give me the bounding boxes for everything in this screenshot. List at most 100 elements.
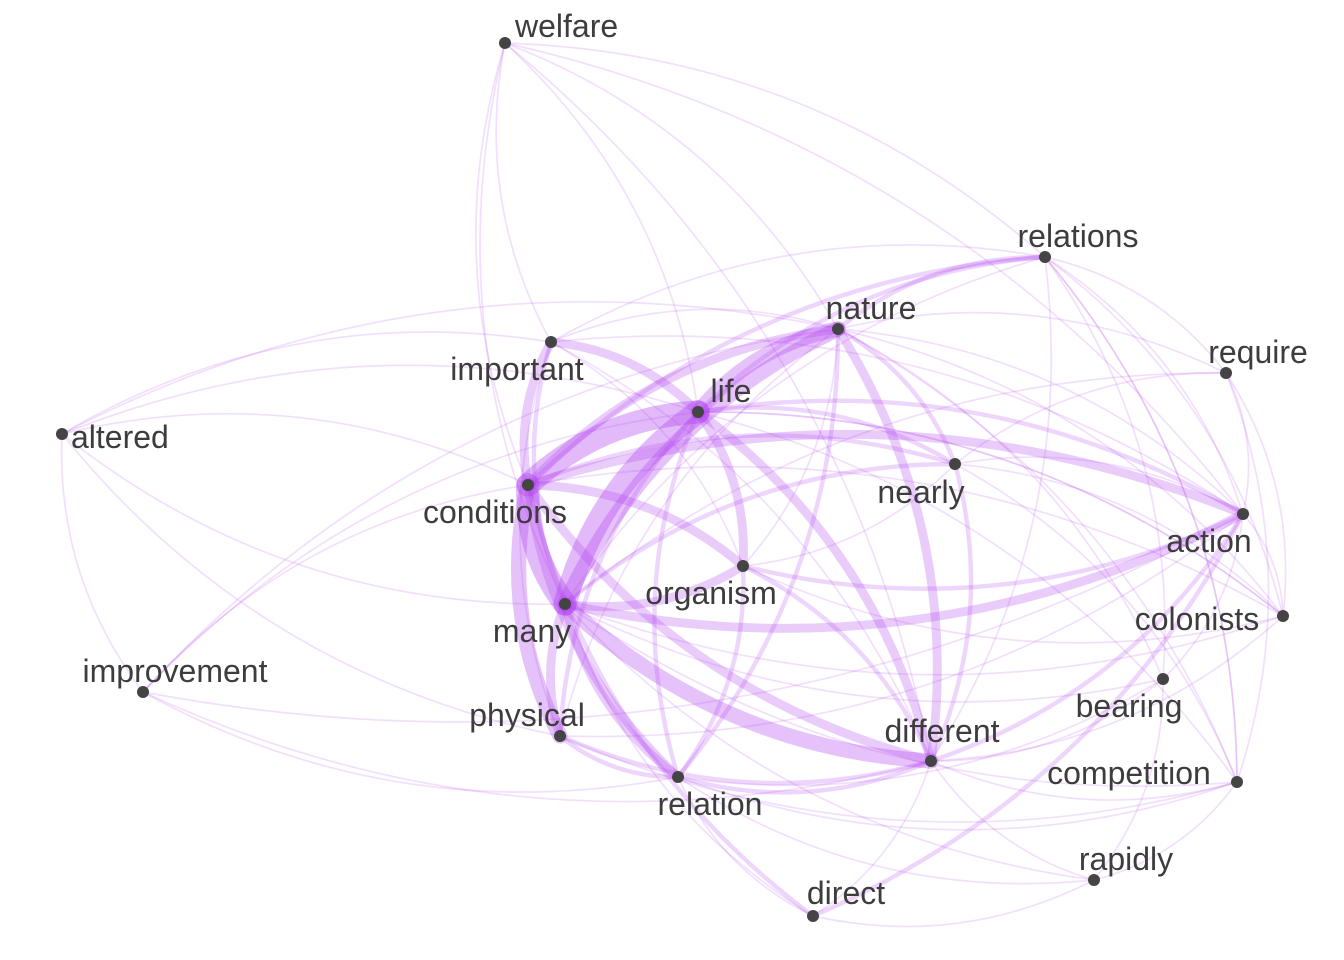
node-bearing: bearing: [1076, 673, 1183, 724]
edge-physical-competition: [559, 735, 1238, 823]
edge-important-organism: [550, 341, 744, 567]
edge-altered-life: [61, 364, 699, 435]
edge-nearly-action: [954, 456, 1244, 515]
node-competition: competition: [1047, 755, 1243, 791]
edge-altered-physical: [61, 433, 561, 737]
edge-action-bearing: [1162, 513, 1244, 680]
edge-life-many: [553, 400, 710, 616]
edge-life-important: [546, 337, 703, 417]
edge-organism-colonists: [742, 565, 1284, 644]
node-label-colonists: colonists: [1135, 601, 1260, 637]
edge-welfare-action: [504, 42, 1244, 515]
node-label-competition: competition: [1047, 755, 1211, 791]
edge-require-colonists: [1225, 372, 1287, 617]
edge-life-nature: [690, 321, 846, 420]
edge-relations-nature: [835, 254, 1048, 332]
edge-improvement-life: [142, 411, 699, 693]
edge-different-organism: [740, 563, 934, 764]
edge-improvement-different: [142, 691, 932, 803]
node-label-nature: nature: [826, 290, 917, 326]
edge-conditions-relation: [523, 480, 683, 782]
edge-nearly-different: [928, 461, 974, 764]
node-life: life: [692, 373, 751, 418]
node-relation: relation: [658, 771, 763, 822]
edge-relations-life: [695, 254, 1048, 415]
node-different: different: [884, 713, 1000, 767]
edge-different-rapidly: [930, 760, 1095, 881]
edge-nearly-colonists: [954, 463, 1284, 617]
edge-relation-nature: [675, 326, 841, 780]
edge-life-colonists: [697, 411, 1284, 617]
edge-welfare-many: [479, 42, 566, 605]
edge-improvement-action: [142, 513, 1244, 723]
edge-competition-many: [564, 603, 1238, 788]
edge-conditions-physical: [511, 477, 568, 744]
edge-relation-direct: [677, 776, 814, 917]
edge-nearly-organism: [742, 463, 956, 567]
edge-welfare-nature: [504, 42, 839, 330]
edge-action-colonists: [1242, 513, 1284, 617]
node-improvement: improvement: [83, 653, 268, 698]
edge-important-nature: [550, 308, 839, 343]
node-label-different: different: [884, 713, 999, 749]
edge-layer: [60, 42, 1287, 928]
node-rapidly: rapidly: [1079, 841, 1173, 886]
node-label-welfare: welfare: [514, 8, 618, 44]
node-dot-physical: [554, 730, 566, 742]
edge-improvement-relation: [142, 691, 679, 793]
node-label-organism: organism: [645, 575, 777, 611]
edge-require-many: [564, 372, 1227, 605]
edge-organism-nature: [742, 328, 839, 567]
node-organism: organism: [645, 560, 777, 611]
node-dot-rapidly: [1088, 874, 1100, 886]
edge-require-nature: [837, 311, 1227, 374]
edge-action-nature: [837, 328, 1244, 515]
edge-require-nearly: [954, 372, 1227, 465]
edge-bearing-nature: [837, 328, 1164, 680]
edge-relations-many: [564, 256, 1046, 605]
node-direct: direct: [807, 875, 885, 922]
edge-altered-nature: [61, 300, 839, 435]
edge-relation-bearing: [677, 678, 1164, 787]
node-require: require: [1208, 334, 1308, 379]
edge-important-many: [531, 339, 568, 607]
node-conditions: conditions: [423, 479, 567, 530]
edge-relations-colonists: [1044, 256, 1284, 617]
edge-relation-rapidly: [677, 776, 1095, 885]
node-dot-altered: [56, 428, 68, 440]
edge-altered-important: [61, 331, 552, 435]
node-label-bearing: bearing: [1076, 688, 1183, 724]
edge-colonists-conditions: [527, 465, 1284, 617]
node-dot-important: [545, 336, 557, 348]
edge-physical-nature: [559, 328, 839, 737]
edge-altered-many: [61, 433, 566, 605]
node-label-relation: relation: [658, 786, 763, 822]
node-dot-bearing: [1157, 673, 1169, 685]
edge-rapidly-competition: [1093, 781, 1238, 881]
edge-competition-life: [697, 411, 1238, 783]
edge-competition-relations: [1044, 256, 1238, 783]
edge-rapidly-bearing: [1093, 678, 1164, 881]
node-dot-welfare: [499, 37, 511, 49]
edge-require-relations: [1044, 256, 1227, 374]
node-dot-conditions: [522, 479, 534, 491]
edge-action-require: [1225, 372, 1250, 515]
node-label-life: life: [711, 373, 752, 409]
edge-rapidly-many: [564, 603, 1095, 881]
node-label-action: action: [1166, 523, 1251, 559]
edge-conditions-important: [519, 337, 556, 490]
edge-direct-many: [564, 603, 814, 917]
node-dot-many: [559, 598, 571, 610]
edge-welfare-relations: [504, 42, 1046, 258]
node-label-improvement: improvement: [83, 653, 268, 689]
node-dot-require: [1220, 367, 1232, 379]
node-dot-improvement: [137, 686, 149, 698]
edge-colonists-many: [564, 603, 1284, 676]
edge-relations-different: [930, 256, 1053, 762]
edge-relation-organism: [675, 563, 746, 780]
edge-conditions-different: [523, 480, 936, 766]
node-label-many: many: [493, 613, 571, 649]
edge-nature-different: [833, 324, 942, 766]
edge-altered-improvement: [60, 433, 144, 693]
node-relations: relations: [1018, 218, 1138, 263]
